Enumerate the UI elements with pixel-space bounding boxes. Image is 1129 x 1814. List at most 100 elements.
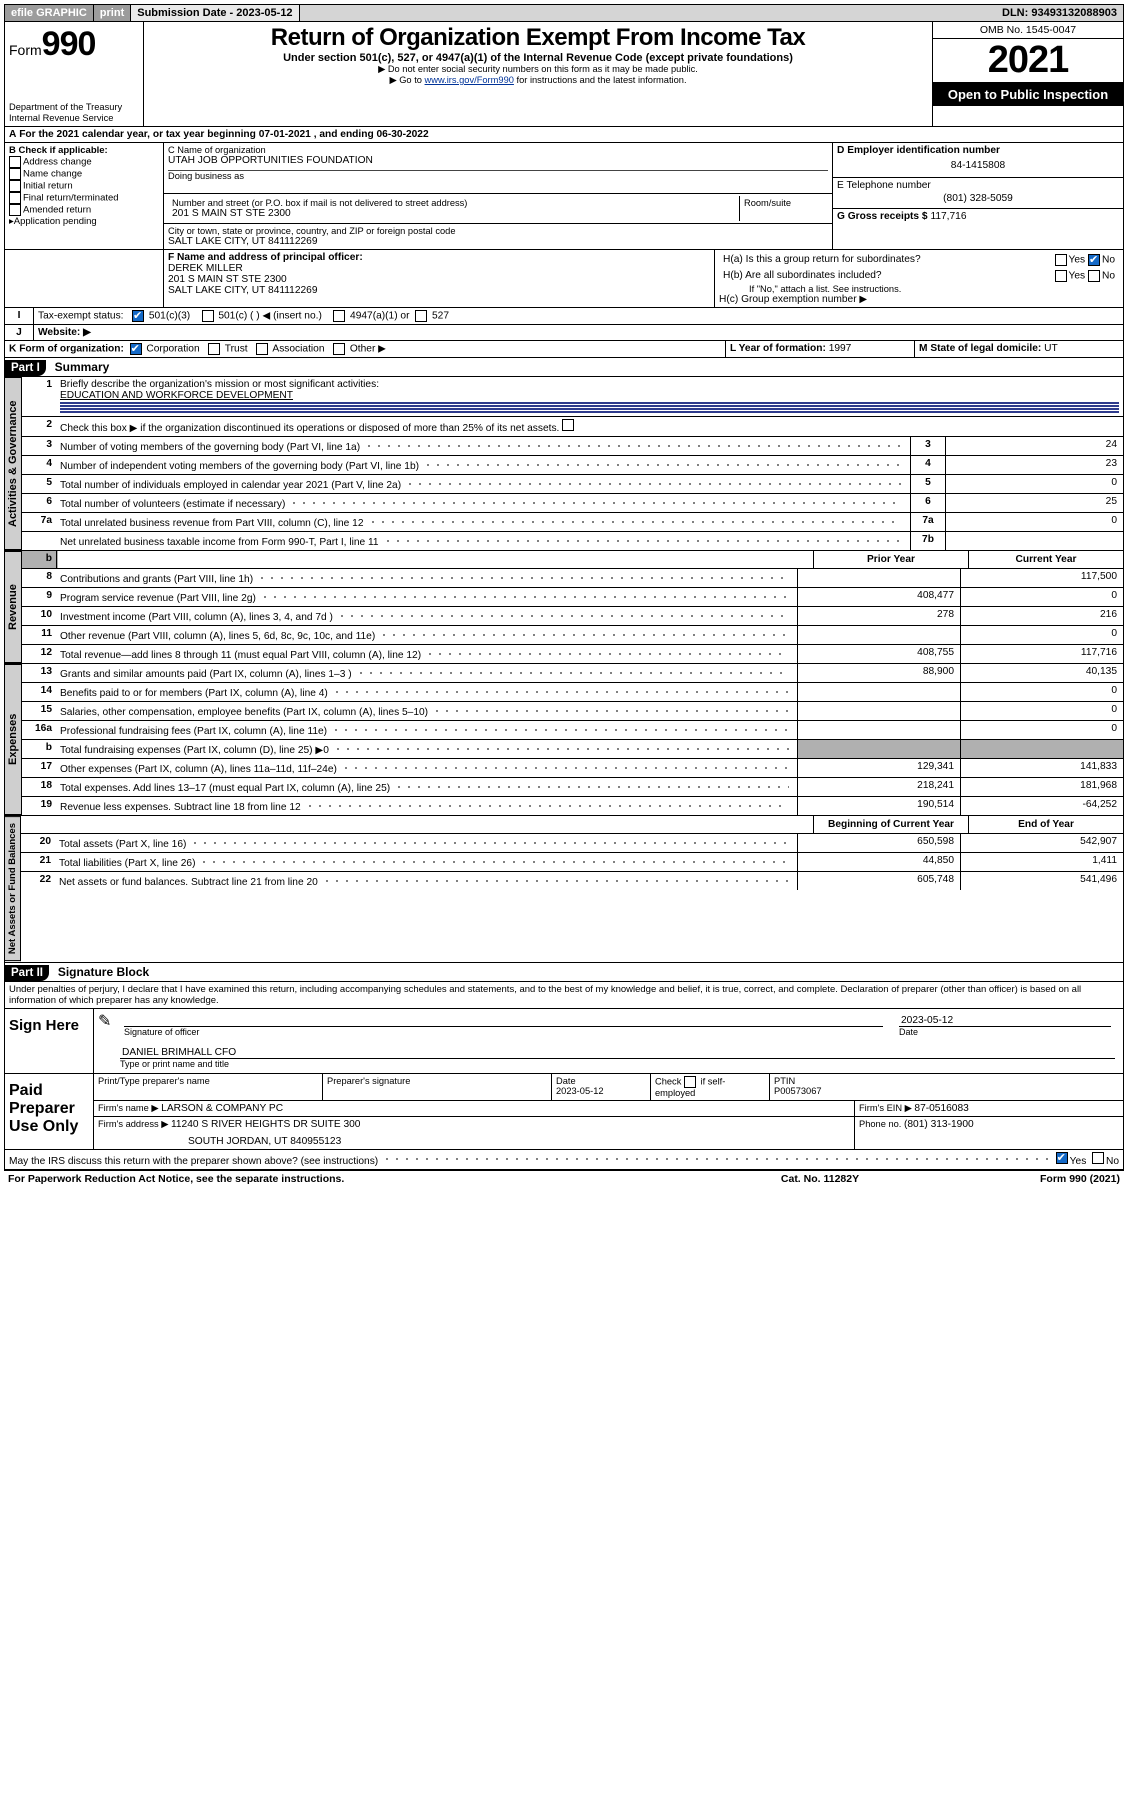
i-4947: 4947(a)(1) or bbox=[350, 311, 409, 322]
website-lbl: Website: ▶ bbox=[38, 327, 91, 338]
i-501c3: 501(c)(3) bbox=[149, 311, 190, 322]
k-corp: Corporation bbox=[146, 344, 199, 355]
tab-revenue: Revenue bbox=[5, 551, 22, 663]
firm-phone: Phone no. (801) 313-1900 bbox=[855, 1117, 1123, 1149]
self-employed-box[interactable] bbox=[684, 1076, 696, 1088]
i-527: 527 bbox=[432, 311, 449, 322]
footer-right: Form 990 (2021) bbox=[920, 1173, 1120, 1185]
discuss-no-box[interactable] bbox=[1092, 1152, 1104, 1164]
officer-print-lbl: Type or print name and title bbox=[116, 1059, 1119, 1071]
sub2: Do not enter social security numbers on … bbox=[148, 64, 928, 75]
submission-value: 2023-05-12 bbox=[236, 7, 292, 19]
col-beg: Beginning of Current Year bbox=[813, 816, 968, 833]
i-4947-box[interactable] bbox=[333, 310, 345, 322]
gov-line-7a: 7aTotal unrelated business revenue from … bbox=[22, 513, 1123, 532]
officer-addr1: 201 S MAIN ST STE 2300 bbox=[168, 274, 287, 285]
tax-year: 2021 bbox=[933, 39, 1123, 83]
pen-icon: ✎ bbox=[94, 1009, 112, 1073]
sign-date-lbl: Date bbox=[895, 1027, 1115, 1039]
section-j: J Website: ▶ bbox=[5, 325, 1123, 341]
k-corp-box[interactable] bbox=[130, 343, 142, 355]
gov-line-5: 5Total number of individuals employed in… bbox=[22, 475, 1123, 494]
k-assoc: Association bbox=[272, 344, 324, 355]
firm-addr2: SOUTH JORDAN, UT 840955123 bbox=[98, 1130, 850, 1147]
row-16a: 16aProfessional fundraising fees (Part I… bbox=[22, 721, 1123, 740]
row-17: 17Other expenses (Part IX, column (A), l… bbox=[22, 759, 1123, 778]
ein-val: 84-1415808 bbox=[837, 156, 1119, 175]
chk-address[interactable]: Address change bbox=[9, 156, 159, 168]
form-title: Return of Organization Exempt From Incom… bbox=[148, 24, 928, 52]
section-a: A For the 2021 calendar year, or tax yea… bbox=[5, 127, 1123, 143]
efile-badge: efile GRAPHIC bbox=[5, 5, 94, 21]
chk-amended[interactable]: Amended return bbox=[9, 204, 159, 216]
sign-date: 2023-05-12 bbox=[899, 1013, 1111, 1027]
row-12: 12Total revenue—add lines 8 through 11 (… bbox=[22, 645, 1123, 663]
ha-ans: Yes No bbox=[1051, 252, 1120, 268]
a-pre: For the 2021 calendar year, or tax year … bbox=[19, 129, 259, 140]
sig-officer-lbl: Signature of officer bbox=[120, 1027, 887, 1039]
section-m: M State of legal domicile: UT bbox=[915, 341, 1123, 357]
k-other-box[interactable] bbox=[333, 343, 345, 355]
prep-self: Check if self-employed bbox=[651, 1074, 770, 1100]
print-button[interactable]: print bbox=[94, 5, 131, 21]
section-klm: K Form of organization: Corporation Trus… bbox=[5, 341, 1123, 358]
officer-name: DEREK MILLER bbox=[168, 263, 243, 274]
ha-no-box[interactable] bbox=[1088, 254, 1100, 266]
section-deg: D Employer identification number 84-1415… bbox=[833, 143, 1123, 249]
prep-ptin: PTINP00573067 bbox=[770, 1074, 1123, 1100]
chk-final[interactable]: Final return/terminated bbox=[9, 192, 159, 204]
chk-pending[interactable]: ▸Application pending bbox=[9, 216, 159, 227]
street-lbl: Number and street (or P.O. box if mail i… bbox=[172, 198, 735, 208]
hb-yes: Yes bbox=[1069, 271, 1086, 282]
row-b: bTotal fundraising expenses (Part IX, co… bbox=[22, 740, 1123, 759]
info-block: B Check if applicable: Address change Na… bbox=[5, 143, 1123, 250]
dln: DLN: 93493132088903 bbox=[300, 5, 1123, 21]
open-to-public: Open to Public Inspection bbox=[933, 83, 1123, 106]
c-name-lbl: C Name of organization bbox=[168, 145, 828, 155]
hb-no-box[interactable] bbox=[1088, 270, 1100, 282]
row-15: 15Salaries, other compensation, employee… bbox=[22, 702, 1123, 721]
sub3b: for instructions and the latest informat… bbox=[517, 75, 687, 85]
discuss-row: May the IRS discuss this return with the… bbox=[5, 1150, 1123, 1170]
chk-initial[interactable]: Initial return bbox=[9, 180, 159, 192]
street: 201 S MAIN ST STE 2300 bbox=[172, 208, 735, 219]
i-501c3-box[interactable] bbox=[132, 310, 144, 322]
top-toolbar: efile GRAPHIC print Submission Date - 20… bbox=[4, 4, 1124, 22]
k-assoc-box[interactable] bbox=[256, 343, 268, 355]
part-ii-tag: Part II bbox=[5, 965, 49, 981]
instructions-link[interactable]: www.irs.gov/Form990 bbox=[425, 75, 514, 85]
row-11: 11Other revenue (Part VIII, column (A), … bbox=[22, 626, 1123, 645]
gov-line-4: 4Number of independent voting members of… bbox=[22, 456, 1123, 475]
row-18: 18Total expenses. Add lines 13–17 (must … bbox=[22, 778, 1123, 797]
net-block: Net Assets or Fund Balances Beginning of… bbox=[5, 816, 1123, 962]
officer-print-name: DANIEL BRIMHALL CFO bbox=[120, 1045, 1115, 1059]
l1-lbl: Briefly describe the organization's miss… bbox=[60, 379, 379, 390]
footer-mid: Cat. No. 11282Y bbox=[720, 1173, 920, 1185]
hb-ans: Yes No bbox=[1051, 268, 1120, 284]
i-501c-box[interactable] bbox=[202, 310, 214, 322]
i-527-box[interactable] bbox=[415, 310, 427, 322]
fh-block: F Name and address of principal officer:… bbox=[5, 250, 1123, 308]
rev-block: Revenue b Prior Year Current Year 8Contr… bbox=[5, 551, 1123, 664]
l2-box[interactable] bbox=[562, 419, 574, 431]
form-header: Form990 Department of the Treasury Inter… bbox=[5, 22, 1123, 127]
paid-preparer: Paid Preparer Use Only Print/Type prepar… bbox=[5, 1074, 1123, 1150]
paid-lbl: Paid Preparer Use Only bbox=[5, 1074, 93, 1149]
submission-date: Submission Date - 2023-05-12 bbox=[131, 5, 299, 21]
discuss-yes-box[interactable] bbox=[1056, 1152, 1068, 1164]
sign-here: Sign Here ✎ Signature of officer 2023-05… bbox=[5, 1009, 1123, 1074]
sub3: Go to www.irs.gov/Form990 for instructio… bbox=[148, 75, 928, 86]
row-22: 22Net assets or fund balances. Subtract … bbox=[21, 872, 1123, 890]
chk-name[interactable]: Name change bbox=[9, 168, 159, 180]
room-lbl: Room/suite bbox=[740, 196, 828, 221]
ha-yes-box[interactable] bbox=[1055, 254, 1067, 266]
section-i: I Tax-exempt status: 501(c)(3) 501(c) ( … bbox=[5, 308, 1123, 325]
hb-note: If "No," attach a list. See instructions… bbox=[719, 284, 1119, 294]
b-head: B Check if applicable: bbox=[9, 145, 108, 156]
ha-yes: Yes bbox=[1069, 255, 1086, 266]
section-f: F Name and address of principal officer:… bbox=[164, 250, 715, 307]
row-13: 13Grants and similar amounts paid (Part … bbox=[22, 664, 1123, 683]
hb-yes-box[interactable] bbox=[1055, 270, 1067, 282]
k-trust-box[interactable] bbox=[208, 343, 220, 355]
k-other: Other ▶ bbox=[350, 344, 386, 355]
